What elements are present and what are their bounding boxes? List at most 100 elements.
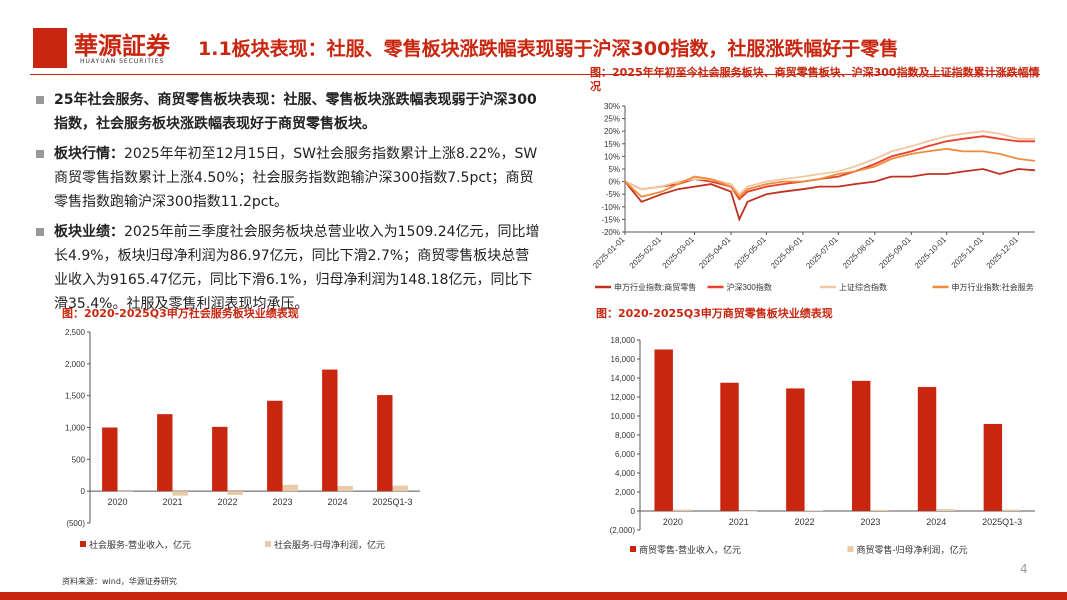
legend-swatch xyxy=(630,546,636,552)
y-tick-label: 1,000 xyxy=(65,424,86,433)
x-tick-label: 2023 xyxy=(272,497,292,507)
bar xyxy=(337,486,353,492)
bar xyxy=(870,509,889,511)
y-tick-label: 6,000 xyxy=(615,450,636,459)
y-tick-label: 8,000 xyxy=(615,431,636,440)
x-tick-label: 2025-12-01 xyxy=(985,235,1021,271)
bar xyxy=(654,349,673,511)
x-tick-label: 2024 xyxy=(926,517,946,527)
bar xyxy=(267,400,283,492)
x-tick-label: 2021 xyxy=(729,517,749,527)
y-tick-label: 10,000 xyxy=(611,412,636,421)
x-tick-label: 2025-03-01 xyxy=(661,235,697,271)
bar xyxy=(786,388,805,511)
bar xyxy=(377,395,393,492)
y-tick-label: 14,000 xyxy=(611,374,636,383)
y-tick-label: -5% xyxy=(606,190,620,199)
y-tick-label: 16,000 xyxy=(611,355,636,364)
page-number: 4 xyxy=(1020,562,1028,576)
bar xyxy=(983,423,1003,511)
bar xyxy=(720,382,739,511)
bar xyxy=(322,369,338,492)
legend-label: 上证综合指数 xyxy=(839,282,887,292)
y-tick-label: (500) xyxy=(66,519,85,528)
bar xyxy=(117,491,133,492)
logo-text: 華源証券 xyxy=(74,31,170,60)
bar xyxy=(672,509,692,511)
bullet: 板块行情：2025年年初至12月15日，SW社会服务指数累计上涨8.22%，SW… xyxy=(36,142,541,214)
y-tick-label: 2,000 xyxy=(615,488,636,497)
x-tick-label: 2025-09-01 xyxy=(877,235,913,271)
chart-title: 图：2020-2025Q3申万社会服务板块业绩表现 xyxy=(62,307,299,320)
x-tick-label: 2022 xyxy=(795,517,815,527)
legend-swatch xyxy=(265,541,271,547)
y-tick-label: -15% xyxy=(601,215,620,224)
bar xyxy=(102,427,118,492)
legend-label: 申万行业指数:商贸零售 xyxy=(614,282,696,292)
bar xyxy=(936,509,955,511)
bar xyxy=(227,491,243,495)
bullet-label: 板块行情： xyxy=(54,146,124,162)
y-tick-label: 0 xyxy=(81,487,86,496)
logo-icon xyxy=(33,28,67,68)
y-tick-label: 30% xyxy=(604,102,620,111)
legend-label: 社会服务-归母净利润，亿元 xyxy=(274,539,385,550)
y-tick-label: (2,000) xyxy=(610,526,636,535)
legend-label: 申万行业指数:社会服务 xyxy=(952,282,1034,292)
source: 资料来源：wind，华源证券研究 xyxy=(62,577,177,586)
x-tick-label: 2025-10-01 xyxy=(913,235,949,271)
x-tick-label: 2021 xyxy=(162,497,182,507)
bar xyxy=(851,380,871,511)
x-tick-label: 2020 xyxy=(107,497,127,507)
x-tick-label: 2025-01-01 xyxy=(591,235,627,271)
header-rule xyxy=(30,74,1040,75)
bullet-label: 板块业绩： xyxy=(54,224,124,240)
y-tick-label: 5% xyxy=(608,165,620,174)
bar xyxy=(392,485,408,492)
x-tick-label: 2025-02-01 xyxy=(628,235,664,271)
x-tick-label: 2025-08-01 xyxy=(841,235,877,271)
bar xyxy=(212,426,228,492)
y-tick-label: 0 xyxy=(631,507,636,516)
bar xyxy=(172,491,188,496)
y-tick-label: 10% xyxy=(604,152,620,161)
chart-title: 图：2025年年初至今社会服务板块、商贸零售板块、沪深300指数及上证指数累计涨… xyxy=(590,66,1040,93)
legend-label: 商贸零售-归母净利润，亿元 xyxy=(857,544,968,555)
line-series xyxy=(624,147,1036,199)
slide-title: 1.1板块表现：社服、零售板块涨跌幅表现弱于沪深300指数，社服涨跌幅好于零售 xyxy=(198,38,899,60)
x-tick-label: 2020 xyxy=(663,517,683,527)
x-tick-label: 2025-07-01 xyxy=(804,235,840,271)
y-tick-label: 0% xyxy=(608,178,620,187)
line-series xyxy=(624,130,1035,196)
bar xyxy=(282,484,298,492)
bullet: 板块业绩：2025年前三季度社会服务板块总营业收入为1509.24亿元，同比增长… xyxy=(36,220,541,316)
legend-label: 沪深300指数 xyxy=(727,282,772,292)
x-tick-label: 2025-06-01 xyxy=(769,235,805,271)
x-tick-label: 2025-05-01 xyxy=(732,235,768,271)
bullet-list: 25年社会服务、商贸零售板块表现：社服、零售板块涨跌幅表现弱于沪深300指数，社… xyxy=(36,88,541,322)
legend-swatch xyxy=(80,541,86,547)
legend-label: 社会服务-营业收入，亿元 xyxy=(89,539,191,550)
chart-title: 图：2020-2025Q3申万商贸零售板块业绩表现 xyxy=(596,307,833,320)
bar xyxy=(917,387,937,511)
x-tick-label: 2022 xyxy=(217,497,237,507)
y-tick-label: 15% xyxy=(604,140,620,149)
x-tick-label: 2025-11-01 xyxy=(950,235,985,270)
bullet-text: 2025年前三季度社会服务板块总营业收入为1509.24亿元，同比增长4.9%，… xyxy=(54,224,540,312)
legend-label: 商贸零售-营业收入，亿元 xyxy=(639,544,741,555)
x-tick-label: 2025Q1-3 xyxy=(372,497,412,507)
y-tick-label: 20% xyxy=(604,127,620,136)
y-tick-label: 12,000 xyxy=(611,393,636,402)
x-tick-label: 2025-04-01 xyxy=(697,235,733,271)
y-tick-label: 2,500 xyxy=(65,328,86,337)
y-tick-label: -20% xyxy=(601,228,620,237)
line-series xyxy=(624,135,1035,201)
bullet: 25年社会服务、商贸零售板块表现：社服、零售板块涨跌幅表现弱于沪深300指数，社… xyxy=(36,88,541,136)
y-tick-label: 500 xyxy=(72,455,86,464)
y-tick-label: 18,000 xyxy=(611,336,636,345)
bar xyxy=(1002,509,1021,511)
y-tick-label: 4,000 xyxy=(615,469,636,478)
line-series xyxy=(624,168,1036,222)
